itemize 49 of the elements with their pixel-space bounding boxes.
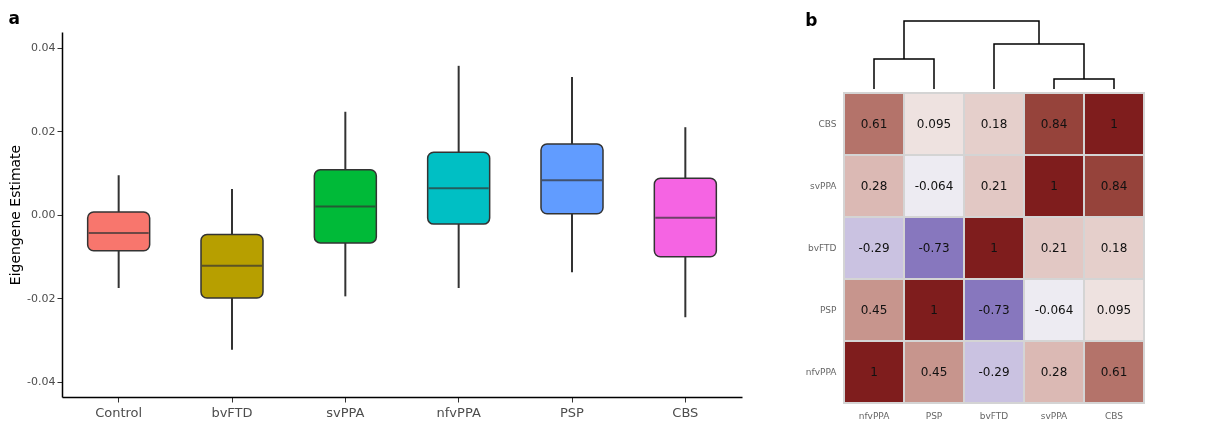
y-tick-label: 0.00 — [31, 208, 56, 222]
x-tick-label: bvFTD — [979, 410, 1009, 421]
data-label: 0.21 — [980, 179, 1008, 193]
data-label: 1 — [930, 303, 938, 317]
data-label: 1 — [1110, 117, 1118, 131]
data-label: -0.064 — [1034, 303, 1074, 317]
data-label: -0.73 — [918, 241, 950, 255]
data-label: 0.18 — [980, 117, 1008, 131]
y-tick-label: svPPA — [810, 181, 838, 191]
y-tick-label: -0.04 — [27, 375, 56, 389]
x-tick-label: nfvPPA — [858, 410, 891, 421]
data-label: 0.18 — [1100, 241, 1128, 255]
x-tick-label: Control — [95, 404, 143, 420]
data-label: 0.28 — [1040, 365, 1068, 379]
x-tick-label: svPPA — [326, 404, 365, 420]
x-tick-label: PSP — [925, 410, 943, 421]
data-label: -0.29 — [978, 365, 1010, 379]
data-label: 0.84 — [1040, 117, 1068, 131]
x-tick-label: CBS — [1104, 410, 1124, 421]
x-tick-label: PSP — [560, 404, 585, 420]
data-label: 0.45 — [860, 303, 888, 317]
x-tick-label: nfvPPA — [436, 404, 481, 420]
y-tick-label: bvFTD — [808, 243, 837, 253]
chart-title: b — [805, 10, 818, 30]
y-tick-label: -0.02 — [27, 291, 56, 305]
data-label: -0.064 — [914, 179, 954, 193]
x-tick-label: CBS — [672, 404, 699, 420]
y-tick-label: PSP — [819, 305, 838, 315]
data-label: 1 — [990, 241, 998, 255]
data-label: -0.29 — [858, 241, 890, 255]
data-label: 0.095 — [916, 117, 952, 131]
y-tick-label: CBS — [818, 119, 837, 129]
data-label: 1 — [870, 365, 878, 379]
data-label: -0.73 — [978, 303, 1010, 317]
x-tick-label: svPPA — [1040, 410, 1069, 421]
data-label: 0.61 — [1100, 365, 1128, 379]
data-label: 1 — [1050, 179, 1058, 193]
y-axis-title: Eigengene Estimate — [7, 144, 24, 286]
y-tick-label: 0.02 — [31, 124, 56, 138]
data-label: 0.61 — [860, 117, 888, 131]
data-label: 0.45 — [920, 365, 948, 379]
data-label: 0.28 — [860, 179, 888, 193]
y-tick-label: 0.04 — [31, 41, 56, 55]
data-label: 0.095 — [1096, 303, 1132, 317]
chart-title: a — [8, 8, 21, 28]
x-tick-label: bvFTD — [211, 404, 253, 420]
y-tick-label: nfvPPA — [805, 367, 838, 377]
data-label: 0.84 — [1100, 179, 1128, 193]
data-label: 0.21 — [1040, 241, 1068, 255]
